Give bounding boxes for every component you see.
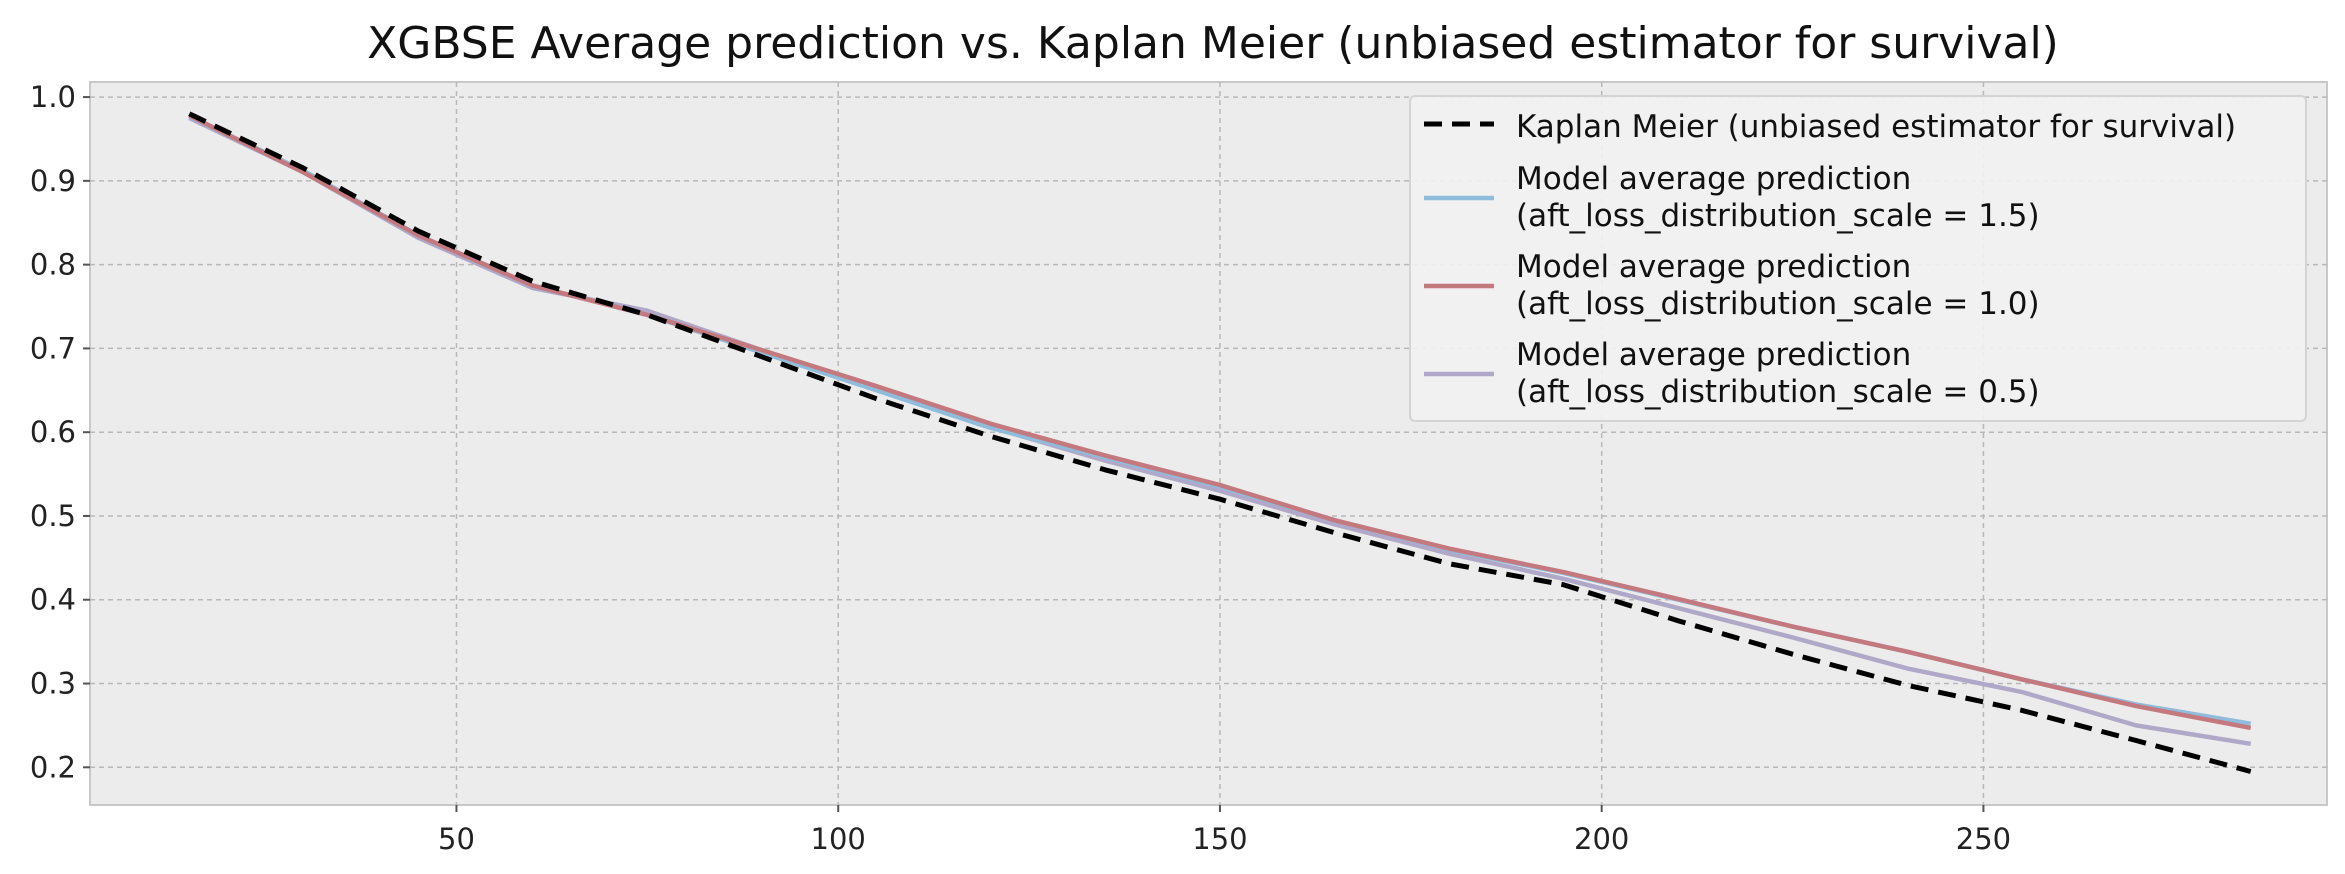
y-tick-label: 0.3 [30, 667, 76, 701]
series-line-3 [188, 115, 2252, 747]
x-tick-label: 150 [1192, 822, 1247, 856]
legend-label-2: Model average prediction [1516, 249, 1911, 285]
legend-label-0: Kaplan Meier (unbiased estimator for sur… [1516, 109, 2236, 145]
y-tick-label: 0.8 [30, 248, 76, 282]
series-lines [188, 111, 2252, 774]
y-tick-label: 0.9 [30, 164, 76, 198]
y-tick-label: 0.6 [30, 415, 76, 449]
legend-label-2: (aft_loss_distribution_scale = 1.0) [1516, 286, 2040, 322]
legend-label-1: (aft_loss_distribution_scale = 1.5) [1516, 198, 2040, 234]
y-tick-label: 0.2 [30, 750, 76, 784]
y-tick-label: 0.5 [30, 499, 76, 533]
legend-label-3: (aft_loss_distribution_scale = 0.5) [1516, 374, 2040, 410]
legend: Kaplan Meier (unbiased estimator for sur… [1409, 95, 2307, 422]
series-line-2 [188, 113, 2252, 731]
x-tick-label: 50 [438, 822, 475, 856]
legend-label-3: Model average prediction [1516, 337, 1911, 373]
axis-ticks: 50 100 150 200 250 0.2 0.3 0.4 0.5 0.6 0.7 0.8 0.9 1.… [30, 80, 2011, 856]
x-tick-label: 200 [1574, 822, 1629, 856]
x-tick-label: 100 [811, 822, 866, 856]
legend-label-1: Model average prediction [1516, 161, 1911, 197]
series-line-0 [188, 111, 2252, 774]
y-tick-label: 1.0 [30, 80, 76, 114]
legend-box [1409, 95, 2307, 422]
chart-title: XGBSE Average prediction vs. Kaplan Meie… [367, 18, 2059, 69]
y-tick-label: 0.7 [30, 331, 76, 365]
y-tick-label: 0.4 [30, 583, 76, 617]
x-tick-label: 250 [1956, 822, 2011, 856]
